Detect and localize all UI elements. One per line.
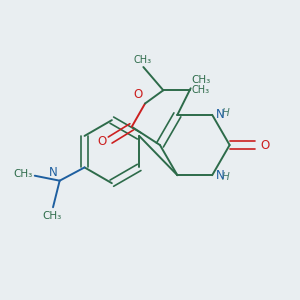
- Text: CH₃: CH₃: [192, 85, 210, 95]
- Text: CH₃: CH₃: [43, 211, 62, 221]
- Text: CH₃: CH₃: [191, 75, 211, 85]
- Text: CH₃: CH₃: [134, 55, 152, 65]
- Text: H: H: [222, 108, 230, 118]
- Text: N: N: [216, 169, 225, 182]
- Text: O: O: [133, 88, 142, 101]
- Text: H: H: [222, 172, 230, 182]
- Text: O: O: [260, 139, 270, 152]
- Text: N: N: [49, 166, 58, 179]
- Text: N: N: [216, 108, 225, 121]
- Text: CH₃: CH₃: [14, 169, 33, 179]
- Text: O: O: [97, 135, 106, 148]
